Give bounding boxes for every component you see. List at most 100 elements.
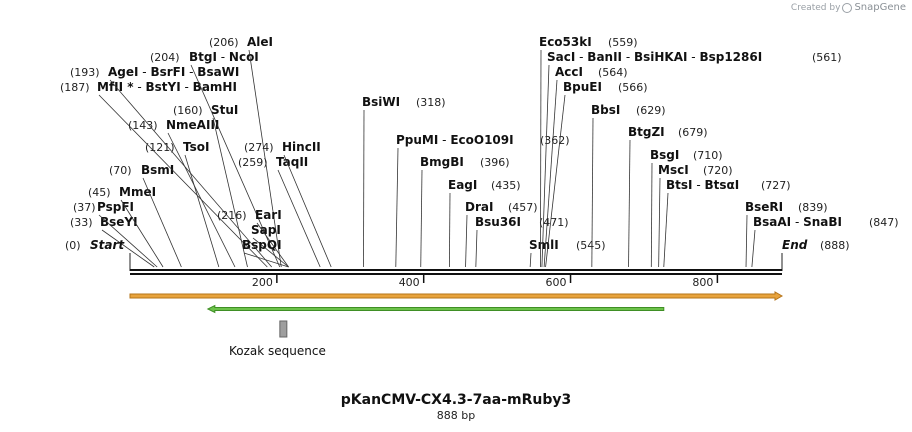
site-line (650, 162, 653, 268)
site-position-label: (629) (636, 104, 666, 117)
ruler-tick: 800 (692, 275, 719, 289)
enzyme-separator: - (693, 178, 705, 192)
site-name-label: EarI (255, 208, 282, 222)
site-position-label: (362) (540, 134, 570, 147)
enzyme-name: BpuEI (563, 80, 602, 94)
kozak-feature-box (279, 320, 288, 338)
enzyme-name: SacI (547, 50, 575, 64)
site-position-label: (559) (608, 36, 638, 49)
site-line (395, 147, 399, 268)
enzyme-separator: - (687, 50, 699, 64)
site-line (252, 237, 289, 268)
watermark-prefix: Created by (790, 2, 841, 13)
enzyme-separator: - (185, 65, 197, 79)
end-position-label: (888) (820, 239, 850, 252)
site-name-label: AccI (555, 65, 583, 79)
site-line (283, 154, 332, 268)
site-name-label: BbsI (591, 103, 620, 117)
sequence-axis-bottom (130, 273, 782, 275)
restriction-site: (318) BsiWI (362, 95, 446, 268)
enzyme-name: BsaWI (197, 65, 239, 79)
enzyme-name: PpuMI (396, 133, 438, 147)
site-name-label: BseRI (745, 200, 783, 214)
site-line (98, 94, 268, 268)
site-line (420, 169, 423, 268)
plasmid-length: 888 bp (436, 409, 476, 422)
site-name-label: PpuMI - EcoO109I (396, 133, 514, 147)
enzyme-name: AleI (247, 35, 273, 49)
restriction-site: (710) BsgI (650, 148, 723, 268)
end-name-label: Start (90, 238, 125, 252)
end-position-label: (0) (65, 239, 81, 252)
site-name-label: MmeI (119, 185, 156, 199)
site-line (184, 154, 220, 268)
site-position-label: (839) (798, 201, 828, 214)
site-position-label: (564) (598, 66, 628, 79)
site-position-label: (435) (491, 179, 521, 192)
enzyme-separator: - (791, 215, 803, 229)
enzyme-separator: - (134, 80, 146, 94)
restriction-site: (679) BtgZI (628, 125, 708, 268)
site-name-label: BspQI (242, 238, 282, 252)
site-line (101, 229, 155, 268)
start-marker: (0) Start (65, 238, 131, 271)
site-name-label: TaqII (276, 155, 308, 169)
site-position-label: (710) (693, 149, 723, 162)
site-name-label: AleI (247, 35, 273, 49)
enzyme-separator: - (438, 133, 450, 147)
enzyme-name: BsgI (650, 148, 679, 162)
enzyme-name: AccI (555, 65, 583, 79)
restriction-site: (727) BtsI - BtsαI (663, 178, 791, 268)
enzyme-name: BmgBI (420, 155, 464, 169)
site-position-label: (121) (145, 141, 175, 154)
ruler-tick: 600 (546, 275, 572, 289)
site-line (658, 177, 661, 268)
enzyme-name: StuI (211, 103, 238, 117)
enzyme-separator: - (138, 65, 150, 79)
site-position-label: (545) (576, 239, 606, 252)
enzyme-name: SapI (251, 223, 281, 237)
restriction-site: (187) MfII * - BstYI - BamHI (60, 80, 268, 268)
enzyme-name: Eco53kI (539, 35, 592, 49)
end-marker: (888) End (781, 238, 850, 271)
enzyme-name: EcoO109I (450, 133, 513, 147)
enzyme-name: EarI (255, 208, 282, 222)
enzyme-name: NmeAIII (166, 118, 219, 132)
site-position-label: (318) (416, 96, 446, 109)
site-name-label: BsmI (141, 163, 174, 177)
site-name-label: BseYI (100, 215, 138, 229)
enzyme-name: BtgI (189, 50, 217, 64)
enzyme-name: BsmI (141, 163, 174, 177)
site-line (541, 64, 550, 268)
enzyme-separator: - (181, 80, 193, 94)
restriction-site: BspQI (242, 238, 289, 268)
site-line (475, 229, 478, 268)
restriction-site: (839) BseRI (745, 200, 828, 268)
site-position-label: (143) (128, 119, 158, 132)
site-name-label: DraI (465, 200, 493, 214)
enzyme-name: DraI (465, 200, 493, 214)
site-line (628, 139, 631, 268)
site-line (120, 199, 164, 268)
site-position-label: (457) (508, 201, 538, 214)
site-position-label: (727) (761, 179, 791, 192)
site-name-label: SacI - BanII - BsiHKAI - Bsp1286I (547, 50, 762, 64)
site-line (591, 117, 594, 268)
site-position-label: (37) (73, 201, 96, 214)
restriction-site: (561) SacI - BanII - BsiHKAI - Bsp1286I (541, 50, 842, 268)
site-line (190, 64, 281, 268)
restriction-site: (216) EarI (217, 208, 289, 268)
site-line (142, 177, 182, 268)
restriction-site: (629) BbsI (591, 103, 666, 268)
restriction-site: (160) StuI (173, 103, 248, 268)
enzyme-name: BspQI (242, 238, 282, 252)
site-position-label: (204) (150, 51, 180, 64)
site-name-label: MfII * - BstYI - BamHI (97, 80, 237, 94)
site-name-label: SapI (251, 223, 281, 237)
enzyme-name: BseYI (100, 215, 138, 229)
site-line (248, 49, 282, 268)
enzyme-name: BamHI (193, 80, 237, 94)
site-position-label: (561) (812, 51, 842, 64)
site-line (543, 79, 558, 268)
site-name-label: BtsI - BtsαI (666, 178, 739, 192)
